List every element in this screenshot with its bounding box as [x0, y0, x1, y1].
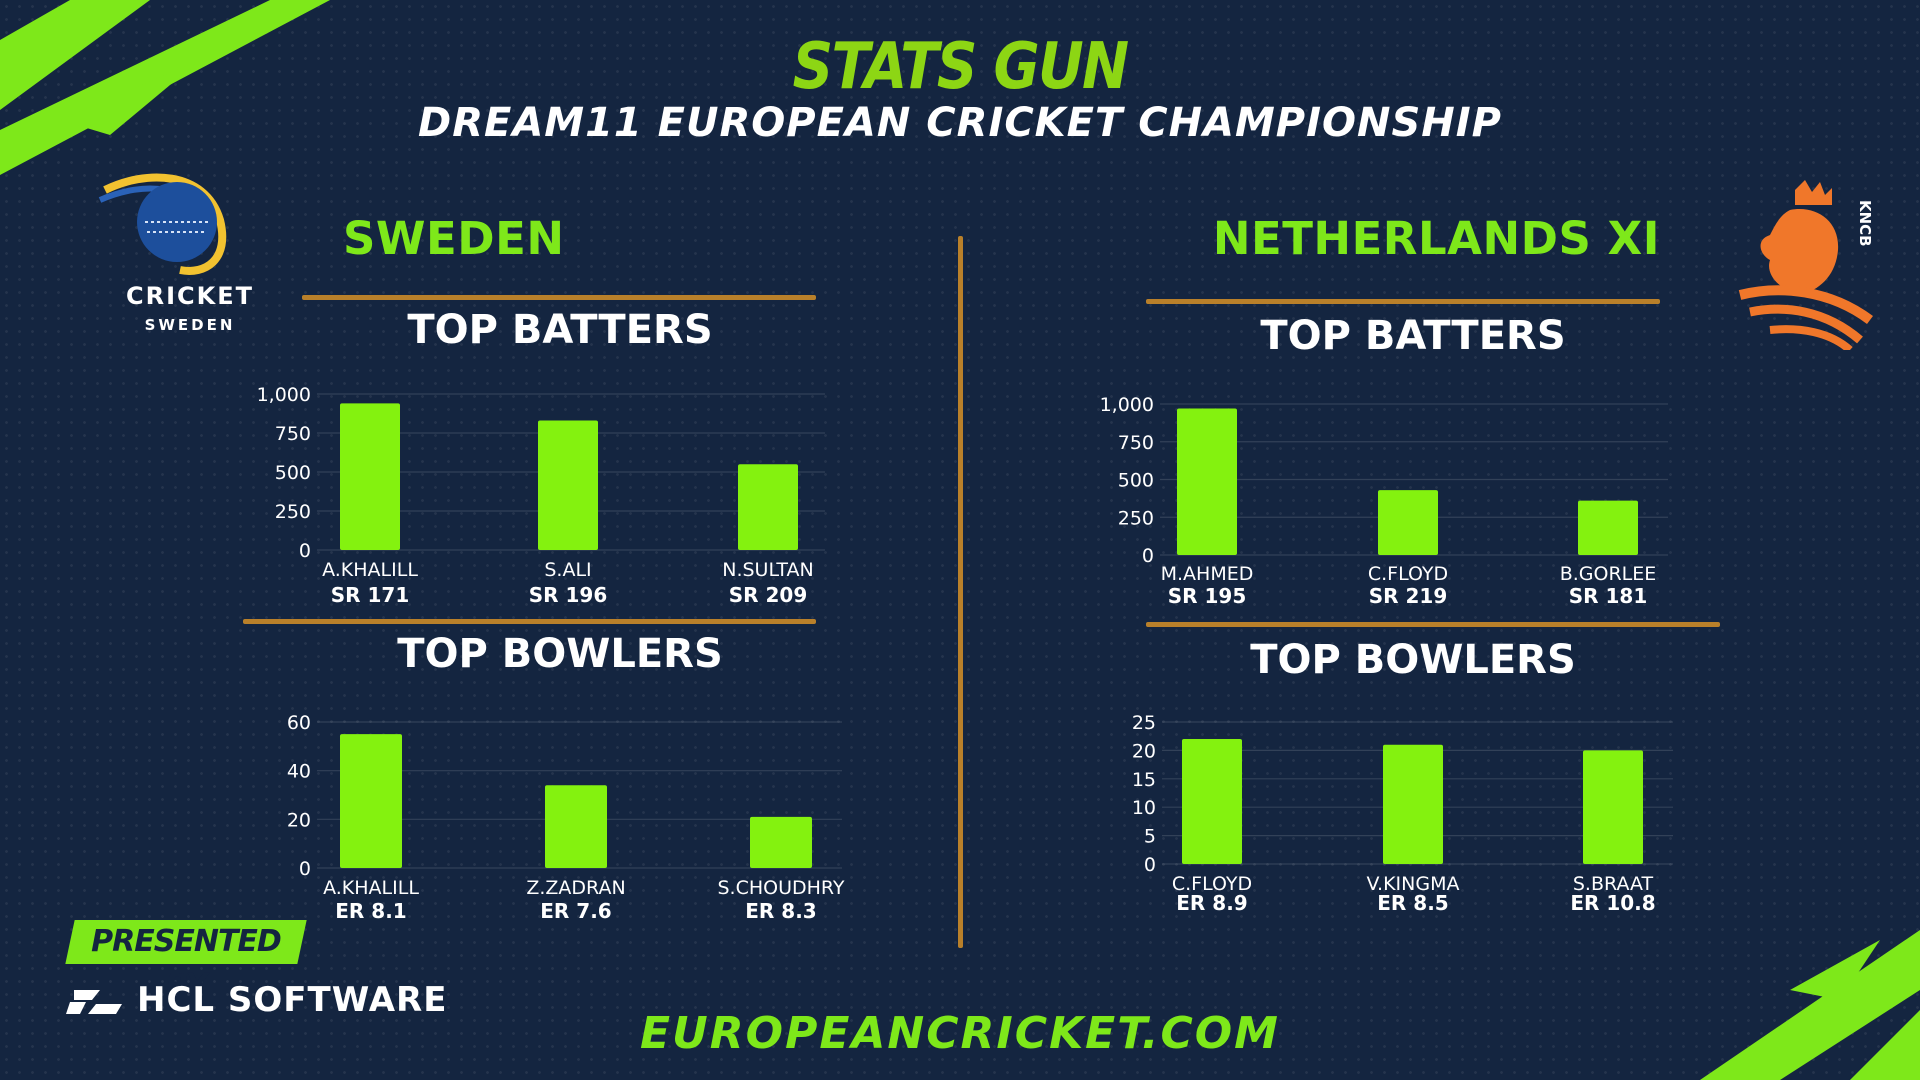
cricket-sweden-ball-icon	[98, 173, 227, 275]
rule-left-mid	[243, 619, 816, 624]
y-tick-label: 500	[1118, 470, 1154, 492]
y-tick-label: 250	[275, 501, 311, 523]
x-category-label: C.FLOYD	[1368, 563, 1448, 585]
bar	[750, 816, 812, 868]
chart-netherlands-bowlers: 0 5 10 15 20 25 C.FLOYD ER 8.9 V.KINGMA ER 8.5 S.B…	[1100, 704, 1700, 924]
section-title-right-batters: TOP BATTERS	[1260, 313, 1566, 359]
streak-bottom-right-2	[1850, 1010, 1920, 1080]
bar	[1177, 408, 1237, 555]
y-tick-label: 0	[1142, 545, 1154, 567]
chart-sweden-batters: 0 250 500 750 1,000 A.KHALILL SR 171 S.ALI SR 19…	[255, 372, 828, 612]
y-tick-label: 60	[287, 712, 311, 734]
streak-top-left-3	[60, 60, 200, 135]
y-tick-label: 750	[1118, 432, 1154, 454]
bar	[1378, 490, 1438, 555]
cricket-sweden-logo-line2: SWEDEN	[144, 316, 236, 334]
section-title-right-bowlers: TOP BOWLERS	[1250, 637, 1576, 683]
rule-right-top	[1146, 299, 1660, 304]
x-sublabel: SR 171	[331, 583, 410, 607]
x-sublabel: ER 8.9	[1176, 891, 1247, 915]
bar	[538, 420, 598, 550]
team-name-right: NETHERLANDS XI	[1212, 212, 1660, 265]
presented-by-label: PRESENTED BY	[91, 924, 282, 1003]
bar	[340, 734, 402, 868]
x-category-label: S.CHOUDHRY	[717, 877, 844, 899]
x-sublabel: SR 181	[1569, 584, 1648, 608]
website-url[interactable]: EUROPEANCRICKET.COM	[640, 1008, 1280, 1059]
x-sublabel: ER 10.8	[1570, 891, 1655, 915]
y-tick-label: 0	[299, 540, 311, 562]
y-tick-label: 5	[1144, 826, 1156, 848]
bar	[1182, 739, 1242, 864]
y-tick-label: 0	[1144, 854, 1156, 876]
y-tick-label: 250	[1118, 507, 1154, 529]
y-tick-label: 20	[1132, 740, 1156, 762]
sponsor-name: HCL SOFTWARE	[137, 980, 448, 1020]
x-category-label: S.BRAAT	[1573, 873, 1654, 895]
y-tick-label: 0	[299, 858, 311, 880]
team-name-left: SWEDEN	[343, 212, 565, 265]
bar	[1583, 750, 1643, 864]
brand-title: STATS GUN	[792, 30, 1129, 104]
x-sublabel: SR 196	[529, 583, 608, 607]
y-tick-label: 25	[1132, 712, 1156, 734]
y-tick-label: 750	[275, 423, 311, 445]
y-tick-label: 1,000	[1100, 394, 1154, 416]
x-sublabel: ER 8.1	[335, 899, 406, 923]
x-category-label: N.SULTAN	[722, 559, 814, 581]
x-sublabel: ER 8.3	[745, 899, 816, 923]
x-sublabel: SR 219	[1369, 584, 1448, 608]
x-category-label: Z.ZADRAN	[526, 877, 625, 899]
streak-bottom-right-3	[1790, 940, 1880, 1000]
x-category-label: A.KHALILL	[323, 877, 419, 899]
y-tick-label: 40	[287, 761, 311, 783]
knbc-lion-icon: KNCB	[1738, 180, 1874, 350]
rule-left-top	[302, 295, 816, 300]
rule-right-mid	[1146, 622, 1720, 627]
x-category-label: A.KHALILL	[322, 559, 418, 581]
x-sublabel: ER 7.6	[540, 899, 611, 923]
streak-bottom-right-1	[1700, 930, 1920, 1080]
bar	[738, 464, 798, 550]
section-title-left-batters: TOP BATTERS	[407, 307, 713, 353]
knbc-logo-text: KNCB	[1856, 200, 1874, 247]
section-title-left-bowlers: TOP BOWLERS	[397, 631, 723, 677]
x-sublabel: SR 209	[729, 583, 808, 607]
center-divider	[958, 236, 963, 948]
bar	[545, 785, 607, 868]
hcl-logo-icon	[66, 990, 122, 1014]
championship-title: DREAM11 EUROPEAN CRICKET CHAMPIONSHIP	[418, 100, 1502, 146]
x-category-label: M.AHMED	[1161, 563, 1254, 585]
chart-sweden-bowlers: 0 20 40 60 A.KHALILL ER 8.1 Z.ZADRAN ER 7.6 S.CH…	[255, 702, 855, 932]
x-category-label: V.KINGMA	[1367, 873, 1460, 895]
x-sublabel: SR 195	[1168, 584, 1247, 608]
y-tick-label: 10	[1132, 797, 1156, 819]
x-category-label: C.FLOYD	[1172, 873, 1252, 895]
y-tick-label: 500	[275, 462, 311, 484]
bar	[1578, 500, 1638, 555]
streak-top-left-1	[0, 0, 150, 110]
y-tick-label: 1,000	[257, 384, 311, 406]
y-tick-label: 15	[1132, 769, 1156, 791]
x-sublabel: ER 8.5	[1377, 891, 1448, 915]
x-category-label: S.ALI	[544, 559, 591, 581]
x-category-label: B.GORLEE	[1560, 563, 1657, 585]
bar	[340, 403, 400, 550]
bar	[1383, 744, 1443, 864]
chart-netherlands-batters: 0 250 500 750 1,000 M.AHMED SR 195 C.FLOYD SR 21…	[1090, 380, 1690, 615]
y-tick-label: 20	[287, 809, 311, 831]
cricket-sweden-logo-line1: CRICKET	[126, 282, 254, 310]
